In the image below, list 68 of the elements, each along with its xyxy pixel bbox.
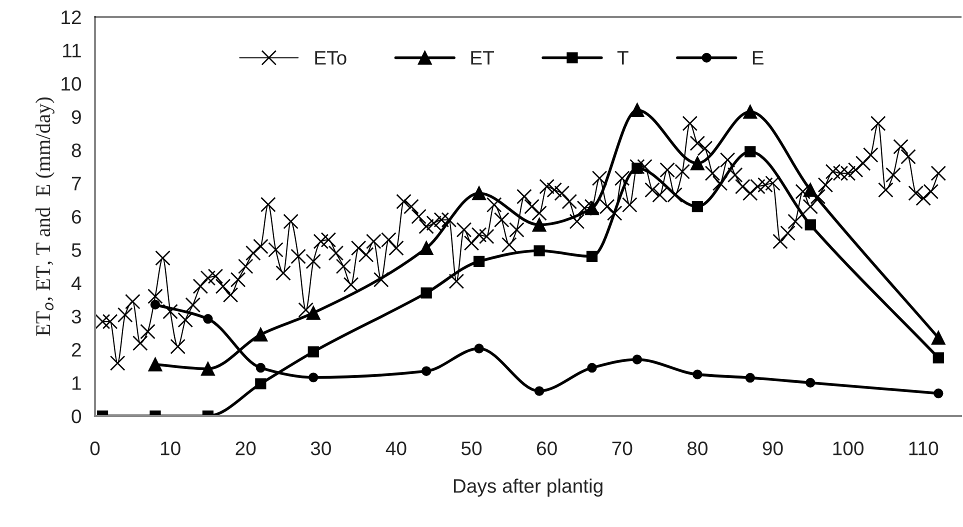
y-tick-label: 2 (72, 342, 81, 357)
x-tick-label: 20 (236, 442, 256, 456)
point (308, 372, 318, 382)
y-tick-label: 11 (63, 44, 81, 58)
point (256, 362, 266, 373)
x-tick-label: 50 (461, 442, 482, 456)
y-tick-label: 4 (71, 276, 82, 290)
point (932, 352, 944, 364)
x-axis-title: Days after plantig (454, 478, 602, 497)
point (586, 250, 598, 262)
point (934, 388, 944, 398)
x-tick-label: 80 (687, 442, 708, 456)
x-tick-label: 30 (310, 442, 331, 456)
point (534, 245, 545, 256)
point (804, 219, 816, 230)
y-tick-label: 10 (62, 76, 82, 91)
point (587, 362, 597, 373)
point (534, 386, 544, 396)
point (148, 358, 162, 372)
point (744, 146, 756, 158)
x-tick-label: 100 (833, 442, 864, 456)
legend-label: ET (471, 51, 494, 65)
legend-label: ETo (315, 51, 346, 65)
point (743, 104, 758, 119)
y-tick-label: 9 (72, 110, 81, 124)
x-tick-label: 10 (160, 442, 180, 456)
point (803, 182, 818, 197)
point (806, 378, 816, 388)
y-tick-label: 8 (72, 143, 81, 158)
legend-label: T (617, 51, 628, 65)
point (630, 103, 644, 118)
y-axis-title: ET$_{o}$, ET, T and E (mm/day) (35, 97, 54, 336)
point (254, 328, 268, 342)
point (692, 370, 702, 380)
point (931, 330, 946, 345)
y-tick-label: 7 (72, 176, 81, 190)
y-tick-label: 6 (72, 210, 81, 224)
point (255, 378, 266, 390)
point (421, 366, 432, 376)
point (745, 372, 756, 383)
point (585, 201, 599, 216)
y-tick-label: 5 (72, 243, 81, 257)
x-tick-label: 40 (386, 442, 406, 456)
point (306, 306, 320, 320)
point (201, 362, 215, 376)
x-tick-label: 0 (90, 442, 100, 456)
point (532, 218, 546, 232)
point (692, 200, 703, 212)
legend-label: E (752, 51, 764, 65)
point (632, 162, 643, 174)
x-tick-label: 60 (537, 442, 557, 456)
point (632, 354, 642, 364)
y-tick-label: 12 (62, 10, 81, 24)
point (419, 241, 434, 256)
point (150, 300, 160, 310)
y-tick-label: 0 (72, 409, 82, 424)
x-tick-label: 90 (762, 442, 783, 456)
point (308, 346, 319, 358)
point (474, 344, 484, 354)
point (473, 256, 485, 267)
x-tick-label: 70 (612, 442, 632, 456)
point (203, 314, 213, 324)
point (472, 186, 486, 200)
point (690, 156, 704, 170)
y-tick-label: 3 (72, 310, 81, 324)
point (420, 287, 432, 299)
y-tick-label: 1 (72, 376, 81, 390)
x-tick-label: 110 (909, 442, 938, 456)
